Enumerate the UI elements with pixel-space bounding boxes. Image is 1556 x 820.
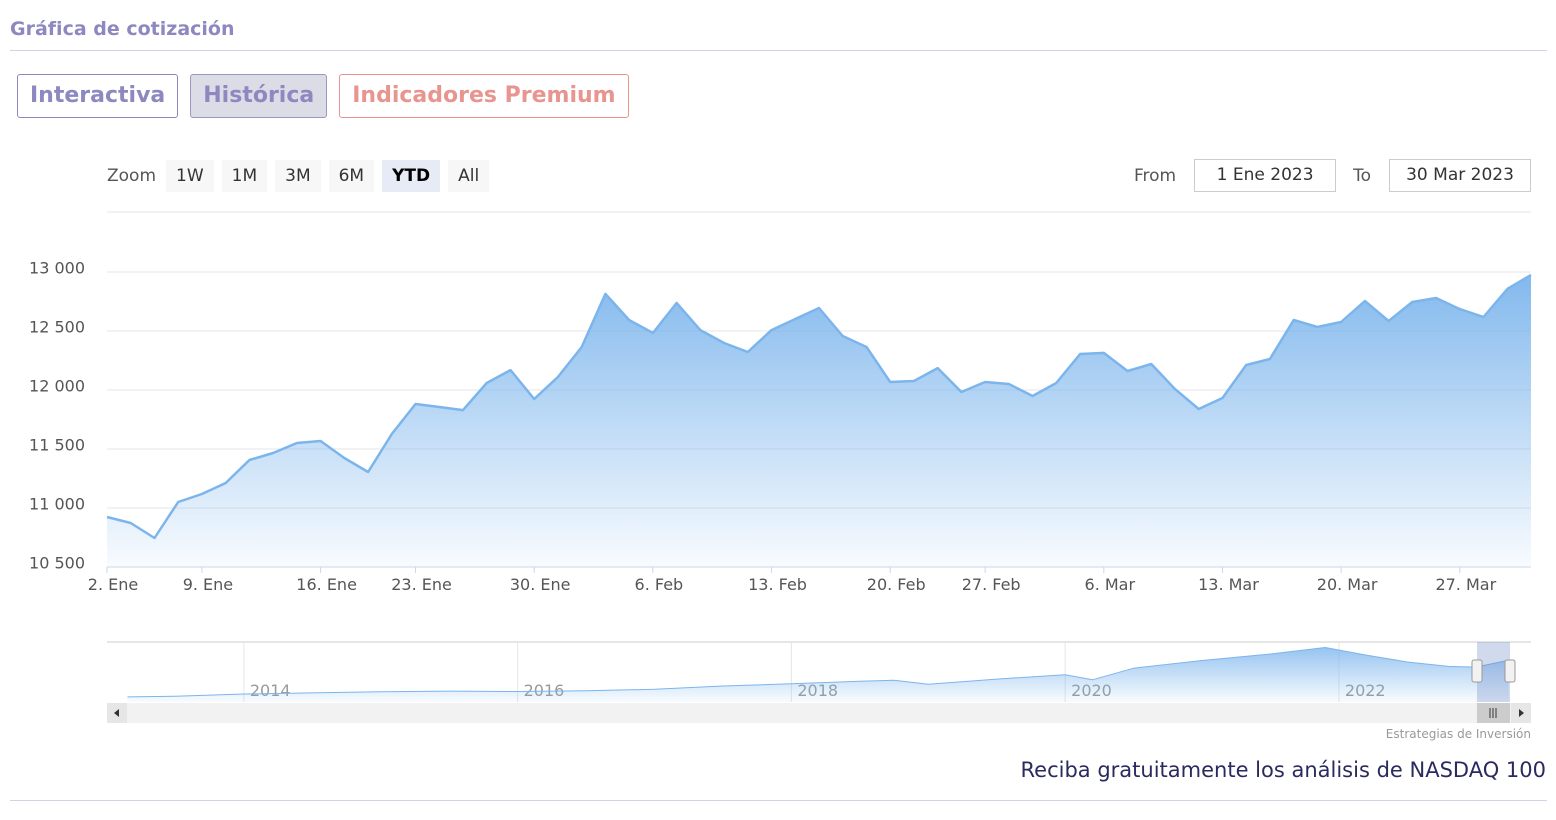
navigator-handle[interactable] bbox=[1471, 659, 1483, 683]
y-tick-label: 12 500 bbox=[29, 318, 85, 337]
from-label: From bbox=[1133, 165, 1177, 186]
x-tick-label: 6. Mar bbox=[1085, 575, 1136, 594]
x-tick-label: 20. Feb bbox=[867, 575, 926, 594]
y-tick-label: 11 500 bbox=[29, 436, 85, 455]
x-tick-label: 30. Ene bbox=[510, 575, 571, 594]
tab[interactable]: Indicadores Premium bbox=[339, 74, 629, 118]
x-tick-label: 20. Mar bbox=[1317, 575, 1378, 594]
x-tick-label: 13. Feb bbox=[748, 575, 807, 594]
divider bbox=[10, 800, 1547, 801]
scrollbar-track[interactable] bbox=[107, 703, 1531, 723]
chart: 10 500 11 000 11 500 12 000 12 500 13 000 2. E… bbox=[29, 211, 1532, 741]
area-fill bbox=[107, 274, 1531, 567]
date-range: From 1 Ene 2023 To 30 Mar 2023 bbox=[1134, 159, 1531, 192]
thumb-grip bbox=[1489, 708, 1497, 718]
navigator-handle[interactable] bbox=[1504, 659, 1516, 683]
y-tick-label: 12 000 bbox=[29, 377, 85, 396]
arrow-left bbox=[114, 709, 119, 717]
x-tick-label: 16. Ene bbox=[296, 575, 357, 594]
arrow-right bbox=[1519, 709, 1524, 717]
x-tick-label: 6. Feb bbox=[635, 575, 684, 594]
x-tick-label: 27. Feb bbox=[962, 575, 1021, 594]
divider bbox=[10, 50, 1547, 51]
navigator: 20142016201820202022 bbox=[127, 642, 1509, 702]
y-tick-label: 10 500 bbox=[29, 554, 85, 573]
to-input[interactable]: 30 Mar 2023 bbox=[1389, 159, 1531, 192]
y-tick-label: 13 000 bbox=[29, 259, 85, 278]
credit: Estrategias de Inversión bbox=[1386, 727, 1531, 741]
series-line bbox=[127, 647, 1509, 698]
zoom-bar: Zoom 1W 1M 3M 6M YTD All bbox=[107, 160, 490, 192]
series-line bbox=[106, 273, 1532, 540]
to-label: To bbox=[1353, 165, 1371, 186]
x-tick-label: 27. Mar bbox=[1435, 575, 1496, 594]
x-tick-label: 23. Ene bbox=[391, 575, 452, 594]
x-tick-label: 13. Mar bbox=[1198, 575, 1259, 594]
tabs: Interactiva Histórica Indicadores Premium bbox=[17, 74, 629, 118]
zoom-button[interactable]: 6M bbox=[328, 160, 375, 192]
y-tick-label: 11 000 bbox=[29, 495, 85, 514]
zoom-label: Zoom bbox=[107, 166, 157, 186]
zoom-button[interactable]: YTD bbox=[382, 160, 441, 192]
zoom-button[interactable]: All bbox=[448, 160, 490, 192]
x-tick-label: 9. Ene bbox=[183, 575, 233, 594]
tab[interactable]: Interactiva bbox=[17, 74, 179, 118]
main-plot: 10 500 11 000 11 500 12 000 12 500 13 000 2. E… bbox=[29, 259, 1532, 594]
from-input[interactable]: 1 Ene 2023 bbox=[1194, 159, 1337, 192]
page-title: Gráfica de cotización bbox=[10, 18, 235, 40]
area-fill bbox=[127, 647, 1509, 702]
cta-link[interactable]: Reciba gratuitamente los análisis de NAS… bbox=[1020, 758, 1546, 782]
zoom-button[interactable]: 1M bbox=[221, 160, 268, 192]
x-tick-label: 2. Ene bbox=[88, 575, 138, 594]
tab[interactable]: Histórica bbox=[190, 74, 328, 118]
zoom-button[interactable]: 3M bbox=[275, 160, 321, 192]
zoom-button[interactable]: 1W bbox=[166, 160, 214, 192]
